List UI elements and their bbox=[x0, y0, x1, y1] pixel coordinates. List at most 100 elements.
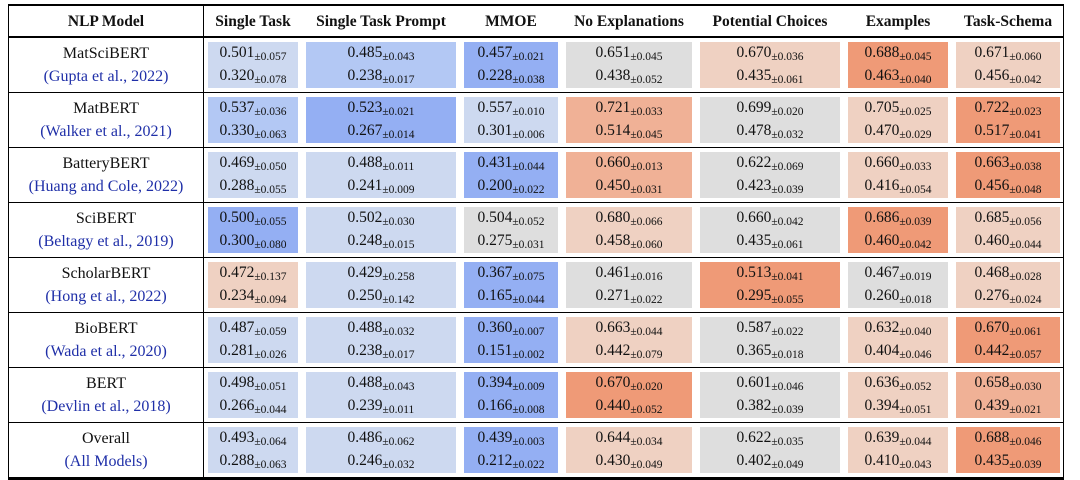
score-cell: 0.467±0.019 0.260±0.018 bbox=[848, 262, 948, 308]
score-bottom-value: 0.365±0.018 bbox=[736, 342, 804, 361]
score-cell: 0.644±0.034 0.430±0.049 bbox=[566, 427, 692, 473]
model-citation[interactable]: (Gupta et al., 2022) bbox=[43, 68, 169, 85]
score-cell: 0.504±0.052 0.275±0.031 bbox=[464, 207, 558, 253]
score-top-value: 0.705±0.025 bbox=[864, 99, 932, 118]
model-citation[interactable]: (Beltagy et al., 2019) bbox=[38, 233, 174, 250]
score-cell: 0.587±0.022 0.365±0.018 bbox=[700, 317, 840, 363]
model-citation[interactable]: (Devlin et al., 2018) bbox=[41, 398, 171, 415]
score-cell: 0.487±0.059 0.281±0.026 bbox=[208, 317, 298, 363]
model-name: BioBERT bbox=[74, 320, 138, 337]
score-bottom-value: 0.241±0.009 bbox=[347, 177, 415, 196]
score-cell: 0.651±0.045 0.438±0.052 bbox=[566, 42, 692, 88]
column-header: No Explanations bbox=[574, 13, 684, 30]
model-name-cell: BioBERT (Wada et al., 2020) bbox=[8, 317, 204, 363]
score-top-value: 0.651±0.045 bbox=[595, 44, 663, 63]
column-header: MMOE bbox=[485, 13, 537, 30]
score-bottom-value: 0.456±0.042 bbox=[974, 67, 1042, 86]
score-cell: 0.660±0.033 0.416±0.054 bbox=[848, 152, 948, 198]
score-bottom-value: 0.300±0.080 bbox=[219, 232, 287, 251]
score-bottom-value: 0.166±0.008 bbox=[477, 397, 545, 416]
model-citation[interactable]: (Walker et al., 2021) bbox=[40, 123, 172, 140]
header-rule bbox=[8, 36, 1064, 38]
score-top-value: 0.485±0.043 bbox=[347, 44, 415, 63]
score-top-value: 0.622±0.035 bbox=[736, 429, 804, 448]
score-top-value: 0.488±0.011 bbox=[347, 154, 415, 173]
score-top-value: 0.513±0.041 bbox=[736, 264, 804, 283]
model-name: BatteryBERT bbox=[62, 155, 150, 172]
score-bottom-value: 0.458±0.060 bbox=[595, 232, 663, 251]
score-cell: 0.670±0.020 0.440±0.052 bbox=[566, 372, 692, 418]
score-cell: 0.663±0.044 0.442±0.079 bbox=[566, 317, 692, 363]
score-cell: 0.688±0.045 0.463±0.040 bbox=[848, 42, 948, 88]
score-top-value: 0.699±0.020 bbox=[736, 99, 804, 118]
score-top-value: 0.686±0.039 bbox=[864, 209, 932, 228]
score-top-value: 0.660±0.042 bbox=[736, 209, 804, 228]
score-bottom-value: 0.450±0.031 bbox=[595, 177, 663, 196]
score-bottom-value: 0.442±0.057 bbox=[974, 342, 1042, 361]
score-top-value: 0.488±0.032 bbox=[347, 319, 415, 338]
score-bottom-value: 0.382±0.039 bbox=[736, 397, 804, 416]
row-rule bbox=[8, 257, 1064, 258]
score-top-value: 0.498±0.051 bbox=[219, 374, 287, 393]
row-rule bbox=[8, 367, 1064, 368]
score-top-value: 0.488±0.043 bbox=[347, 374, 415, 393]
model-citation[interactable]: (Hong et al., 2022) bbox=[45, 288, 167, 305]
score-top-value: 0.670±0.036 bbox=[736, 44, 804, 63]
score-cell: 0.537±0.036 0.330±0.063 bbox=[208, 97, 298, 143]
model-citation[interactable]: (All Models) bbox=[64, 453, 148, 470]
row-rule bbox=[8, 202, 1064, 203]
score-top-value: 0.557±0.010 bbox=[477, 99, 545, 118]
model-column-rule bbox=[203, 4, 204, 480]
score-bottom-value: 0.435±0.039 bbox=[974, 452, 1042, 471]
row-rule bbox=[8, 147, 1064, 148]
score-top-value: 0.663±0.044 bbox=[595, 319, 663, 338]
score-top-value: 0.722±0.023 bbox=[974, 99, 1042, 118]
score-top-value: 0.671±0.060 bbox=[974, 44, 1042, 63]
score-top-value: 0.457±0.021 bbox=[477, 44, 545, 63]
score-cell: 0.468±0.028 0.276±0.024 bbox=[956, 262, 1060, 308]
score-top-value: 0.587±0.022 bbox=[736, 319, 804, 338]
score-bottom-value: 0.248±0.015 bbox=[347, 232, 415, 251]
score-top-value: 0.486±0.062 bbox=[347, 429, 415, 448]
model-name: MatBERT bbox=[73, 100, 139, 117]
score-bottom-value: 0.410±0.043 bbox=[864, 452, 932, 471]
model-name-cell: ScholarBERT (Hong et al., 2022) bbox=[8, 262, 204, 308]
score-cell: 0.663±0.038 0.456±0.048 bbox=[956, 152, 1060, 198]
score-cell: 0.367±0.075 0.165±0.044 bbox=[464, 262, 558, 308]
score-bottom-value: 0.288±0.055 bbox=[219, 177, 287, 196]
column-header: Single Task Prompt bbox=[316, 13, 446, 30]
score-cell: 0.457±0.021 0.228±0.038 bbox=[464, 42, 558, 88]
score-cell: 0.488±0.032 0.238±0.017 bbox=[306, 317, 456, 363]
score-bottom-value: 0.514±0.045 bbox=[595, 122, 663, 141]
score-bottom-value: 0.394±0.051 bbox=[864, 397, 932, 416]
score-top-value: 0.469±0.050 bbox=[219, 154, 287, 173]
score-cell: 0.513±0.041 0.295±0.055 bbox=[700, 262, 840, 308]
score-bottom-value: 0.260±0.018 bbox=[864, 287, 932, 306]
score-top-value: 0.439±0.003 bbox=[477, 429, 545, 448]
score-cell: 0.699±0.020 0.478±0.032 bbox=[700, 97, 840, 143]
score-bottom-value: 0.438±0.052 bbox=[595, 67, 663, 86]
model-citation[interactable]: (Huang and Cole, 2022) bbox=[28, 178, 184, 195]
score-top-value: 0.680±0.066 bbox=[595, 209, 663, 228]
score-cell: 0.485±0.043 0.238±0.017 bbox=[306, 42, 456, 88]
score-cell: 0.429±0.258 0.250±0.142 bbox=[306, 262, 456, 308]
model-name: BERT bbox=[86, 375, 126, 392]
score-top-value: 0.670±0.061 bbox=[974, 319, 1042, 338]
score-top-value: 0.658±0.030 bbox=[974, 374, 1042, 393]
score-cell: 0.688±0.046 0.435±0.039 bbox=[956, 427, 1060, 473]
score-bottom-value: 0.200±0.022 bbox=[477, 177, 545, 196]
table-right-rule bbox=[1063, 4, 1064, 480]
model-citation[interactable]: (Wada et al., 2020) bbox=[45, 343, 167, 360]
model-name: ScholarBERT bbox=[61, 265, 151, 282]
score-bottom-value: 0.234±0.094 bbox=[219, 287, 287, 306]
score-top-value: 0.636±0.052 bbox=[864, 374, 932, 393]
score-top-value: 0.670±0.020 bbox=[595, 374, 663, 393]
score-cell: 0.670±0.061 0.442±0.057 bbox=[956, 317, 1060, 363]
column-header: Task-Schema bbox=[963, 13, 1053, 30]
model-name-cell: BERT (Devlin et al., 2018) bbox=[8, 372, 204, 418]
row-rule bbox=[8, 422, 1064, 423]
score-bottom-value: 0.440±0.052 bbox=[595, 397, 663, 416]
model-name: SciBERT bbox=[75, 210, 137, 227]
score-bottom-value: 0.238±0.017 bbox=[347, 67, 415, 86]
table-left-rule bbox=[8, 4, 9, 480]
